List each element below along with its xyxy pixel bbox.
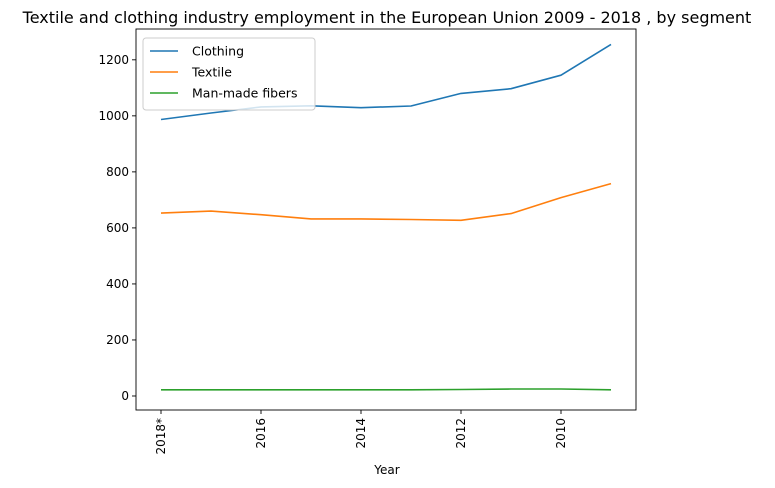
y-tick-label: 400 xyxy=(106,277,129,291)
legend-label: Clothing xyxy=(192,44,244,59)
x-tick-label: 2010 xyxy=(554,418,568,449)
chart-title: Textile and clothing industry employment… xyxy=(22,8,752,27)
legend-label: Man-made fibers xyxy=(192,86,297,101)
x-axis: 2018* 2016 2014 2012 2010 xyxy=(154,410,568,455)
y-axis: 0 200 400 600 800 1000 1200 xyxy=(98,53,136,403)
x-tick-label: 2016 xyxy=(254,418,268,449)
legend-box xyxy=(142,37,316,111)
series-line-textile xyxy=(160,182,612,222)
legend: Clothing Textile Man-made fibers xyxy=(142,37,316,111)
y-tick-label: 1000 xyxy=(98,109,129,123)
y-tick-label: 200 xyxy=(106,333,129,347)
y-tick-label: 1200 xyxy=(98,53,129,67)
y-tick-label: 800 xyxy=(106,165,129,179)
series-line-man-made-fibers xyxy=(161,388,612,391)
y-tick-label: 600 xyxy=(106,221,129,235)
x-tick-label: 2018* xyxy=(154,418,168,455)
x-axis-label: Year xyxy=(373,463,399,477)
legend-label: Textile xyxy=(191,65,232,80)
y-tick-label: 0 xyxy=(121,389,129,403)
plot-frame xyxy=(135,28,637,411)
x-tick-label: 2014 xyxy=(354,418,368,449)
x-tick-label: 2012 xyxy=(454,418,468,449)
